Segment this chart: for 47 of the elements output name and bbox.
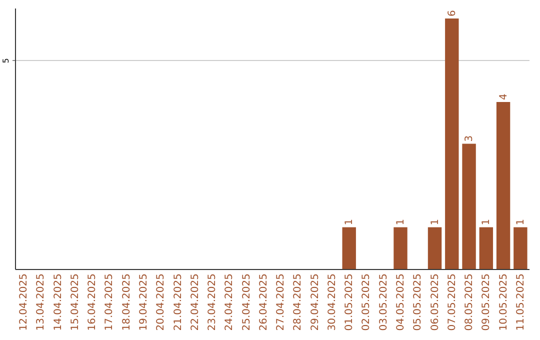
- x-tick-label: 01.05.2025: [344, 274, 356, 331]
- data-label: 1: [396, 218, 406, 226]
- x-tick-label: 02.05.2025: [361, 274, 372, 331]
- x-tick-label: 30.04.2025: [326, 274, 338, 331]
- x-tick-label: 05.05.2025: [412, 274, 424, 331]
- x-tick-label: 15.04.2025: [70, 274, 81, 331]
- data-label: 6: [446, 10, 458, 16]
- data-label: 4: [498, 94, 510, 100]
- x-tick-label: 19.04.2025: [138, 274, 150, 331]
- data-label: 1: [430, 218, 441, 226]
- bar: [496, 102, 510, 269]
- x-tick-label: 21.04.2025: [172, 274, 184, 331]
- data-label: 1: [344, 218, 356, 226]
- bar: [428, 227, 442, 269]
- bar: [514, 227, 528, 269]
- x-tick-label: 27.04.2025: [276, 274, 287, 331]
- data-label: 1: [515, 218, 526, 226]
- x-tick-label: 26.04.2025: [258, 274, 270, 331]
- x-tick-label: 25.04.2025: [241, 274, 252, 331]
- x-tick-label: 23.04.2025: [207, 274, 218, 331]
- x-tick-label: 06.05.2025: [430, 274, 441, 331]
- bar: [394, 227, 408, 269]
- x-tick-label: 18.04.2025: [121, 274, 132, 331]
- x-tick-label: 11.05.2025: [515, 274, 526, 331]
- x-tick-label: 13.04.2025: [36, 274, 47, 331]
- data-label: 3: [464, 135, 476, 142]
- data-label: 1: [481, 218, 492, 226]
- bar: [479, 227, 494, 269]
- x-tick-label: 08.05.2025: [464, 274, 476, 331]
- x-tick-label: 16.04.2025: [87, 274, 98, 331]
- x-tick-label: 10.05.2025: [498, 274, 510, 331]
- x-tick-label: 03.05.2025: [378, 274, 390, 331]
- bar: [342, 227, 356, 269]
- x-tick-label: 24.04.2025: [224, 274, 236, 331]
- x-tick-label: 14.04.2025: [52, 274, 64, 331]
- x-tick-label: 28.04.2025: [292, 274, 304, 331]
- x-tick-label: 17.04.2025: [104, 274, 116, 331]
- x-tick-label: 22.04.2025: [190, 274, 201, 331]
- x-tick-label: 09.05.2025: [481, 274, 492, 331]
- bar: [462, 144, 476, 269]
- x-tick-label: 12.04.2025: [18, 274, 30, 331]
- x-tick-label: 07.05.2025: [446, 274, 458, 331]
- x-tick-label: 20.04.2025: [156, 274, 167, 331]
- x-tick-label: 04.05.2025: [396, 274, 406, 331]
- y-tick-label: 5: [2, 58, 10, 64]
- bar: [445, 18, 459, 269]
- x-tick-label: 29.04.2025: [310, 274, 321, 331]
